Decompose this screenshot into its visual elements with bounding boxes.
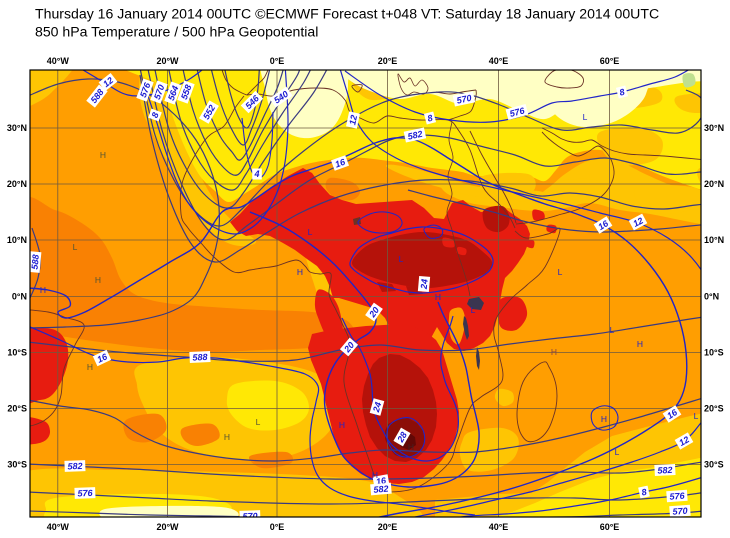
- svg-text:20°W: 20°W: [156, 56, 179, 66]
- svg-text:L: L: [610, 325, 615, 335]
- svg-text:558: 558: [179, 83, 194, 101]
- svg-text:40°E: 40°E: [489, 522, 509, 532]
- svg-text:0°E: 0°E: [270, 56, 285, 66]
- svg-text:H: H: [372, 470, 378, 480]
- svg-text:20°N: 20°N: [7, 179, 27, 189]
- svg-text:588: 588: [30, 254, 41, 270]
- svg-text:L: L: [73, 242, 78, 252]
- svg-text:H: H: [100, 150, 106, 160]
- svg-text:L: L: [308, 227, 313, 237]
- svg-text:12: 12: [677, 434, 691, 448]
- svg-text:60°E: 60°E: [600, 522, 620, 532]
- svg-text:30°S: 30°S: [704, 460, 724, 470]
- svg-text:10°N: 10°N: [7, 235, 27, 245]
- svg-text:H: H: [601, 414, 607, 424]
- svg-text:H: H: [297, 267, 303, 277]
- svg-text:570: 570: [152, 83, 167, 101]
- svg-text:582: 582: [373, 484, 389, 495]
- svg-text:40°W: 40°W: [47, 56, 70, 66]
- svg-text:12: 12: [631, 215, 645, 229]
- svg-text:10°S: 10°S: [7, 348, 27, 358]
- svg-text:20°S: 20°S: [7, 404, 27, 414]
- svg-text:850 hPa Temperature / 500 hPa: 850 hPa Temperature / 500 hPa Geopotenti…: [35, 24, 318, 40]
- svg-text:570: 570: [672, 506, 688, 517]
- svg-text:30°S: 30°S: [7, 460, 27, 470]
- svg-text:0°N: 0°N: [12, 292, 27, 302]
- svg-text:L: L: [471, 305, 476, 315]
- svg-text:576: 576: [508, 105, 526, 119]
- svg-text:576: 576: [669, 491, 686, 502]
- svg-text:564: 564: [166, 84, 181, 102]
- svg-text:H: H: [40, 285, 46, 295]
- svg-text:8: 8: [641, 487, 648, 498]
- svg-text:L: L: [399, 254, 404, 264]
- svg-text:L: L: [558, 267, 563, 277]
- svg-text:28: 28: [395, 430, 409, 445]
- svg-text:582: 582: [67, 461, 82, 472]
- svg-text:60°E: 60°E: [600, 56, 620, 66]
- svg-text:8: 8: [426, 113, 433, 124]
- svg-text:40°W: 40°W: [47, 522, 70, 532]
- svg-text:8: 8: [150, 111, 161, 119]
- svg-text:24: 24: [371, 401, 384, 414]
- svg-text:H: H: [224, 432, 230, 442]
- svg-text:20°S: 20°S: [704, 404, 724, 414]
- svg-text:H: H: [551, 347, 557, 357]
- svg-text:0°N: 0°N: [704, 292, 719, 302]
- svg-text:L: L: [694, 411, 699, 421]
- svg-text:L: L: [615, 447, 620, 457]
- svg-text:30°N: 30°N: [7, 123, 27, 133]
- svg-text:30°N: 30°N: [704, 123, 724, 133]
- svg-text:H: H: [95, 275, 101, 285]
- svg-text:4: 4: [253, 169, 259, 179]
- svg-text:H: H: [637, 339, 643, 349]
- svg-text:12: 12: [101, 75, 115, 89]
- svg-text:16: 16: [334, 156, 348, 169]
- svg-text:570: 570: [456, 93, 473, 106]
- svg-text:20°E: 20°E: [378, 522, 398, 532]
- svg-text:16: 16: [375, 475, 388, 487]
- svg-text:10°N: 10°N: [704, 235, 724, 245]
- svg-text:20°E: 20°E: [378, 56, 398, 66]
- svg-text:24: 24: [419, 279, 430, 291]
- svg-text:588: 588: [192, 352, 208, 363]
- svg-text:0°E: 0°E: [270, 522, 285, 532]
- svg-text:8: 8: [618, 87, 625, 98]
- svg-text:L: L: [583, 112, 588, 122]
- svg-text:576: 576: [77, 488, 93, 499]
- svg-text:10°S: 10°S: [704, 348, 724, 358]
- svg-text:Thursday 16 January 2014 00UTC: Thursday 16 January 2014 00UTC ©ECMWF Fo…: [35, 6, 659, 22]
- svg-text:L: L: [256, 417, 261, 427]
- svg-text:20°W: 20°W: [156, 522, 179, 532]
- svg-text:20°N: 20°N: [704, 179, 724, 189]
- svg-text:H: H: [408, 442, 414, 452]
- svg-text:582: 582: [407, 129, 424, 142]
- svg-text:582: 582: [657, 465, 673, 476]
- svg-text:H: H: [435, 292, 441, 302]
- svg-text:12: 12: [347, 114, 359, 126]
- svg-text:H: H: [87, 362, 93, 372]
- svg-text:570: 570: [242, 511, 257, 522]
- svg-text:40°E: 40°E: [489, 56, 509, 66]
- svg-text:H: H: [339, 420, 345, 430]
